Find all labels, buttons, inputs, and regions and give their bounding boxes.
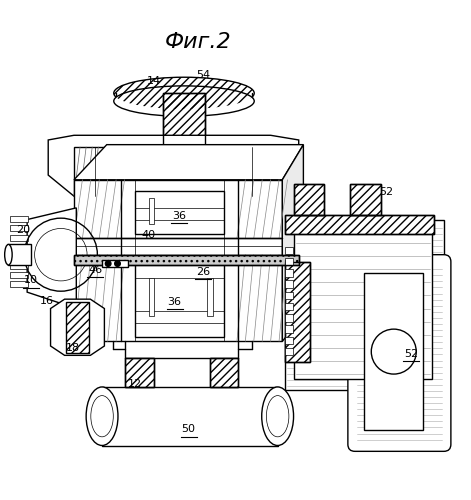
Bar (8, 244, 31, 265)
Polygon shape (282, 144, 303, 342)
Bar (284, 262, 310, 362)
Bar (284, 314, 293, 322)
Bar (10, 282, 28, 288)
Bar (135, 192, 224, 234)
Bar (163, 93, 205, 147)
Polygon shape (48, 136, 299, 196)
Bar (350, 184, 381, 215)
Bar (284, 269, 293, 276)
Bar (10, 216, 28, 222)
Text: 46: 46 (88, 264, 102, 274)
Text: 18: 18 (65, 344, 80, 353)
Bar (125, 358, 154, 387)
Ellipse shape (91, 396, 114, 437)
Bar (364, 274, 423, 430)
Bar (74, 147, 271, 196)
Ellipse shape (267, 396, 289, 437)
Bar (350, 184, 381, 215)
Bar (10, 272, 28, 278)
Bar (10, 234, 28, 240)
Bar (163, 93, 205, 147)
Bar (10, 254, 28, 260)
Bar (284, 280, 293, 288)
Ellipse shape (5, 244, 12, 265)
Polygon shape (74, 144, 303, 180)
Bar (207, 278, 213, 316)
Polygon shape (50, 299, 105, 356)
Polygon shape (284, 220, 444, 390)
Text: 16: 16 (40, 296, 53, 306)
Bar (10, 225, 28, 232)
Ellipse shape (262, 387, 293, 446)
Text: 54: 54 (196, 70, 211, 81)
Bar (10, 244, 28, 250)
Circle shape (115, 261, 120, 266)
Text: 52: 52 (404, 349, 418, 359)
Circle shape (106, 261, 111, 266)
Bar (74, 255, 299, 266)
Bar (284, 246, 293, 254)
Bar (210, 358, 238, 387)
Text: 36: 36 (172, 211, 187, 221)
Bar (294, 184, 325, 215)
Bar (294, 232, 432, 379)
Text: 52: 52 (379, 188, 393, 198)
Bar (66, 302, 89, 353)
Text: 40: 40 (142, 230, 156, 240)
Ellipse shape (114, 77, 254, 109)
Bar (74, 255, 299, 266)
Bar (284, 215, 434, 234)
Bar (135, 264, 224, 336)
Bar (149, 198, 154, 224)
Bar (74, 180, 282, 342)
Text: 10: 10 (24, 276, 38, 285)
Ellipse shape (114, 86, 254, 117)
Text: 20: 20 (16, 225, 30, 235)
Bar (10, 262, 28, 268)
Polygon shape (27, 208, 76, 308)
Bar (284, 215, 434, 234)
Bar (102, 260, 128, 268)
Bar (284, 262, 310, 362)
Bar (284, 292, 293, 299)
Bar (284, 348, 293, 356)
Bar (149, 278, 154, 316)
Text: 36: 36 (168, 296, 182, 306)
Text: 26: 26 (195, 267, 210, 277)
Bar (284, 326, 293, 333)
Bar (210, 358, 238, 387)
Text: 12: 12 (128, 380, 142, 390)
Bar (102, 387, 277, 446)
Bar (284, 258, 293, 266)
Ellipse shape (86, 387, 118, 446)
Text: 50: 50 (182, 424, 195, 434)
Bar (294, 184, 325, 215)
Bar (284, 303, 293, 310)
Bar (125, 358, 154, 387)
Text: Фиг.2: Фиг.2 (165, 32, 231, 52)
Bar (284, 336, 293, 344)
Text: 14: 14 (147, 76, 161, 86)
FancyBboxPatch shape (348, 254, 451, 452)
